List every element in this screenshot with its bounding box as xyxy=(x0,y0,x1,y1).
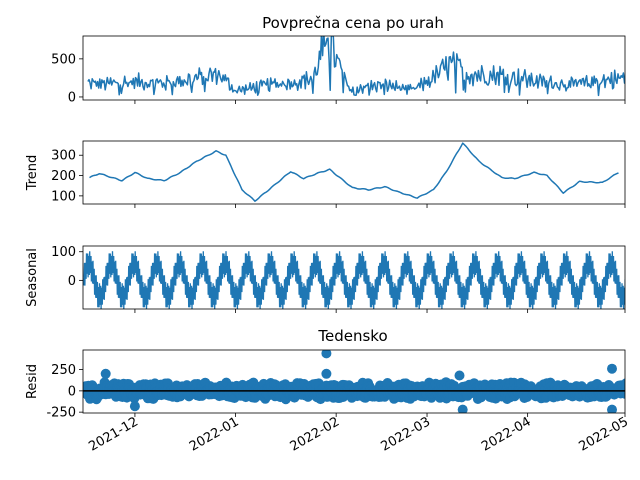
resid-outlier-point xyxy=(100,368,111,379)
resid-outlier-point xyxy=(321,368,332,379)
observed-panel: 0 500 xyxy=(51,35,626,105)
observed-plot-area xyxy=(87,36,625,97)
resid-outlier-point xyxy=(321,350,332,359)
observed-ytick-label: 500 xyxy=(51,52,76,67)
seasonal-plot-area xyxy=(83,251,625,309)
resid-ylabel: Resid xyxy=(25,364,40,399)
figure-title: Povprečna cena po urah xyxy=(262,14,444,32)
trend-frame xyxy=(82,140,626,205)
trend-ytick-label: 300 xyxy=(51,149,76,164)
seasonal-ytick-label: 100 xyxy=(51,245,76,260)
resid-outlier-point xyxy=(454,370,465,381)
resid-points xyxy=(83,350,625,413)
seasonal-ylabel: Seasonal xyxy=(25,248,40,307)
resid-outlier-point xyxy=(607,404,617,413)
resid-panel: -250 0 250 Resid xyxy=(25,349,626,421)
resid-panel-title: Tedensko xyxy=(317,327,387,345)
resid-outlier-point xyxy=(607,363,617,374)
trend-ytick-label: 200 xyxy=(51,169,76,184)
resid-ytick-label: 250 xyxy=(51,363,76,378)
observed-frame xyxy=(82,35,626,101)
seasonal-frame xyxy=(82,245,626,310)
observed-series-line xyxy=(87,36,625,97)
seasonal-series-line xyxy=(83,251,625,309)
resid-ytick-label: 0 xyxy=(68,384,76,399)
seasonal-ytick-label: 0 xyxy=(68,274,76,289)
observed-ytick-label: 0 xyxy=(68,90,76,105)
resid-plot-area xyxy=(83,350,625,413)
trend-panel: 100 200 300 Trend xyxy=(25,140,626,208)
resid-outlier-point xyxy=(457,404,468,413)
resid-frame xyxy=(82,349,626,414)
trend-series-line xyxy=(89,142,619,202)
seasonal-panel: 0 100 Seasonal xyxy=(25,245,626,313)
resid-ytick-label: -250 xyxy=(46,406,76,421)
trend-ylabel: Trend xyxy=(25,155,40,192)
trend-plot-area xyxy=(89,142,619,202)
trend-ytick-label: 100 xyxy=(51,189,76,204)
resid-outlier-point xyxy=(129,401,140,412)
